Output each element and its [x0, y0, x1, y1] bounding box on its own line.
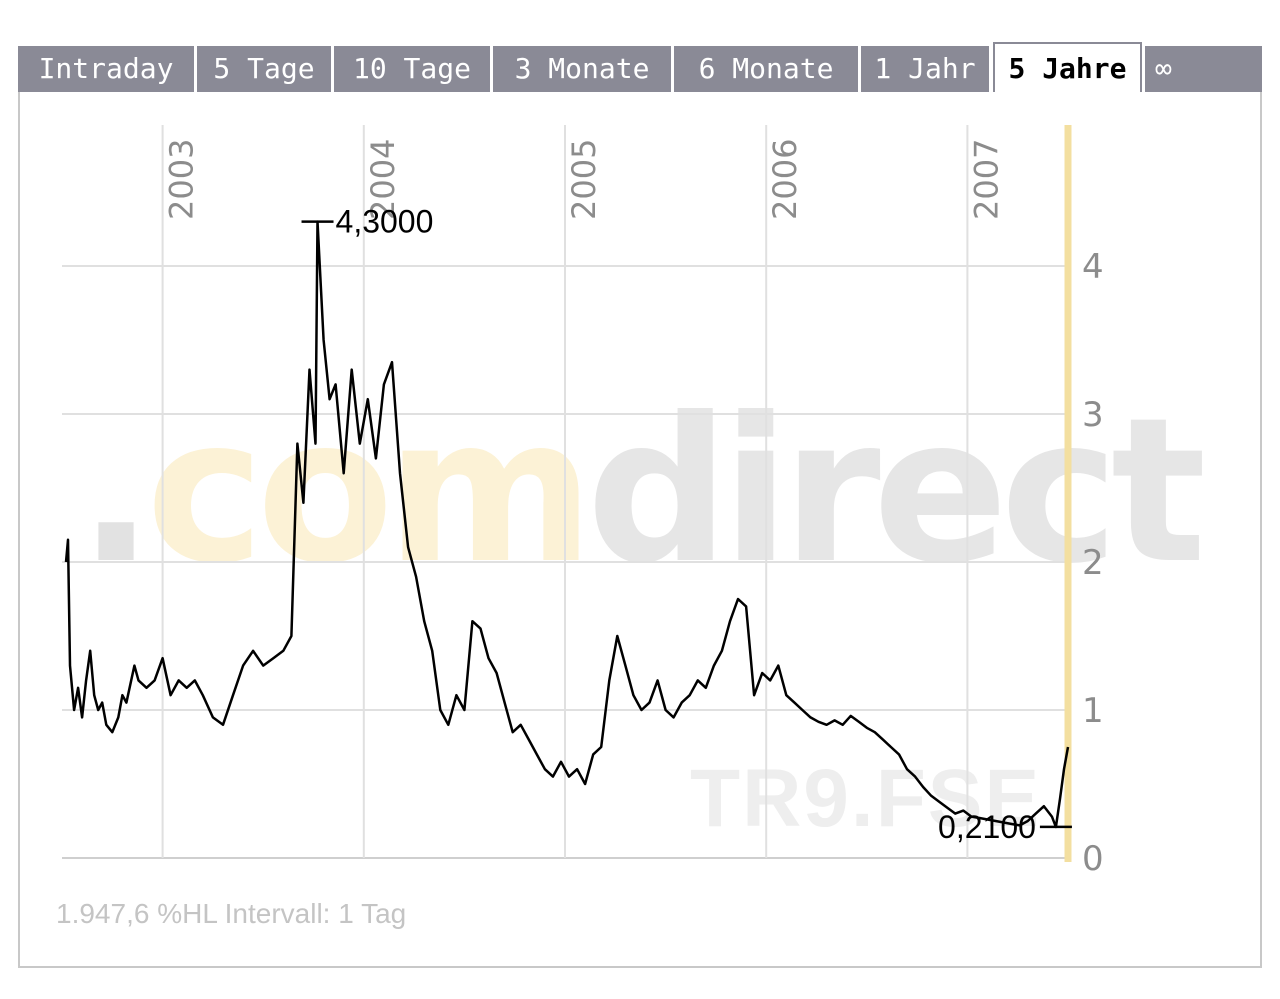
x-tick-label: 2005	[565, 139, 603, 220]
tab-10-tage[interactable]: 10 Tage	[334, 46, 490, 92]
y-tick-label: 0	[1082, 839, 1104, 879]
x-tick-label: 2006	[766, 139, 804, 220]
period-tabs: Intraday 5 Tage 10 Tage 3 Monate 6 Monat…	[18, 42, 1262, 92]
y-axis-labels: 0 1 2 3 4	[1082, 247, 1104, 879]
high-label: 4,3000	[336, 204, 434, 240]
x-tick-label: 2007	[967, 139, 1005, 220]
low-label: 0,2100	[938, 809, 1036, 845]
x-axis-year-labels: 2003 2004 2005 2006 2007	[163, 139, 1006, 220]
comdirect-watermark: .comdirect	[78, 375, 1207, 608]
grid	[62, 125, 1068, 859]
tab-3-monate[interactable]: 3 Monate	[493, 46, 671, 92]
x-tick-label: 2003	[163, 139, 201, 220]
y-tick-label: 3	[1082, 395, 1104, 435]
tab-intraday[interactable]: Intraday	[18, 46, 194, 92]
tab-5-jahre[interactable]: 5 Jahre	[993, 42, 1142, 92]
tab-5-tage[interactable]: 5 Tage	[197, 46, 331, 92]
symbol-watermark: TR9.FSE	[690, 753, 1042, 844]
tab-unlimited[interactable]: ∞	[1145, 46, 1262, 92]
y-tick-label: 1	[1082, 691, 1104, 731]
price-line	[64, 220, 1070, 829]
y-tick-label: 4	[1082, 247, 1104, 287]
y-tick-label: 2	[1082, 543, 1104, 583]
x-tick-label: 2004	[364, 139, 402, 220]
tab-1-jahr[interactable]: 1 Jahr	[861, 46, 989, 92]
tab-6-monate[interactable]: 6 Monate	[674, 46, 858, 92]
extreme-markers: 4,3000 0,2100	[301, 204, 1072, 845]
interval-info: 1.947,6 %HL Intervall: 1 Tag	[56, 898, 407, 929]
